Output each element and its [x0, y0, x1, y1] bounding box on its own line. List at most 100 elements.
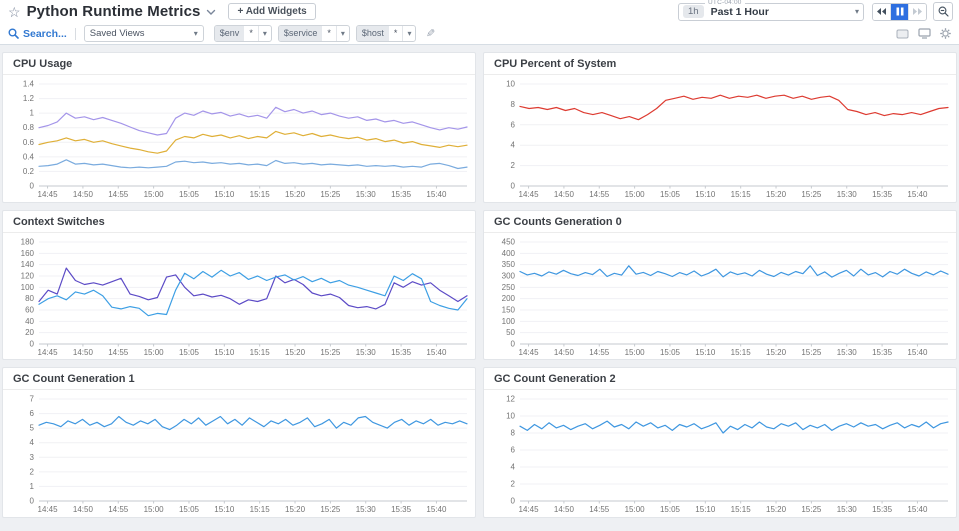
- svg-text:180: 180: [21, 237, 35, 246]
- svg-text:15:35: 15:35: [872, 505, 893, 514]
- zoom-out-button[interactable]: [933, 2, 953, 21]
- fullscreen-icon[interactable]: [896, 29, 909, 39]
- svg-text:15:40: 15:40: [907, 505, 928, 514]
- chart-plot-area[interactable]: 0 50 100 150 200 250 300 350 400 450 14:45 14:50 14:…: [484, 233, 956, 360]
- chart-plot-area[interactable]: 0 2 4 6 8 10 12 14:45 14:50 14:55 15:00 15:05 15:10 1…: [484, 390, 956, 517]
- svg-text:15:15: 15:15: [731, 190, 752, 199]
- svg-text:15:30: 15:30: [356, 190, 377, 199]
- chart-plot-area[interactable]: 0 1 2 3 4 5 6 7 14:45 14:50 14:55 15:00 15:05 15:10 15…: [3, 390, 475, 517]
- svg-text:15:10: 15:10: [695, 190, 716, 199]
- svg-text:14:55: 14:55: [589, 505, 610, 514]
- svg-text:6: 6: [511, 446, 516, 455]
- saved-views-caret-icon: ▾: [193, 28, 198, 38]
- svg-text:14:45: 14:45: [519, 348, 540, 357]
- svg-text:14:50: 14:50: [554, 348, 575, 357]
- svg-text:0: 0: [30, 339, 35, 348]
- svg-text:300: 300: [502, 271, 516, 280]
- svg-text:14:50: 14:50: [73, 505, 94, 514]
- svg-text:15:00: 15:00: [625, 190, 646, 199]
- template-var-value: *: [322, 26, 337, 41]
- chart-plot-area[interactable]: 0 0.2 0.4 0.6 0.8 1 1.2 1.4 14:45 14:50 14:55 15:00…: [3, 75, 475, 202]
- svg-text:15:30: 15:30: [837, 348, 858, 357]
- svg-text:14:45: 14:45: [519, 190, 540, 199]
- time-forward-button[interactable]: [909, 3, 926, 20]
- svg-text:15:10: 15:10: [214, 348, 235, 357]
- favorite-star-icon[interactable]: ☆: [8, 3, 21, 20]
- timeframe-chip: 1h: [683, 5, 704, 18]
- search-input[interactable]: Search...: [8, 28, 67, 40]
- chart-plot-area[interactable]: 0 20 40 60 80 100 120 140 160 180 14:45 14:50 14:55 1…: [3, 233, 475, 360]
- svg-text:15:15: 15:15: [250, 348, 271, 357]
- svg-text:15:35: 15:35: [391, 190, 412, 199]
- search-icon: [8, 28, 19, 39]
- time-backward-button[interactable]: [873, 3, 891, 20]
- time-range-caret-icon: ▾: [854, 6, 859, 16]
- template-var-name: $host: [356, 26, 389, 41]
- divider: [74, 27, 76, 40]
- template-var-host[interactable]: $host * ▾: [355, 25, 417, 42]
- chart-card: GC Count Generation 2 0 2 4 6 8 10 12 14:45 14:50…: [483, 367, 957, 518]
- svg-text:15:05: 15:05: [179, 505, 200, 514]
- svg-text:80: 80: [25, 294, 34, 303]
- template-var-value: *: [244, 26, 259, 41]
- svg-text:15:15: 15:15: [731, 505, 752, 514]
- svg-text:0: 0: [511, 497, 516, 506]
- settings-gear-icon[interactable]: [940, 28, 951, 39]
- svg-text:4: 4: [511, 463, 516, 472]
- svg-text:15:25: 15:25: [801, 190, 822, 199]
- svg-text:15:05: 15:05: [660, 190, 681, 199]
- title-bar: ☆ Python Runtime Metrics + Add Widgets U…: [0, 0, 959, 23]
- template-var-value: *: [389, 26, 404, 41]
- svg-text:12: 12: [506, 395, 515, 404]
- svg-text:14:55: 14:55: [108, 505, 129, 514]
- pause-button[interactable]: [891, 3, 909, 20]
- svg-text:150: 150: [502, 305, 516, 314]
- svg-text:4: 4: [30, 439, 35, 448]
- svg-text:15:15: 15:15: [250, 190, 271, 199]
- chart-card: CPU Usage 0 0.2 0.4 0.6 0.8 1 1.2 1.4 14:45 14:50 1…: [2, 52, 476, 203]
- edit-pencil-icon[interactable]: ✎: [426, 28, 436, 40]
- svg-text:15:20: 15:20: [766, 505, 787, 514]
- svg-text:14:45: 14:45: [38, 190, 59, 199]
- svg-text:15:00: 15:00: [144, 505, 165, 514]
- svg-text:2: 2: [30, 468, 35, 477]
- chart-plot-area[interactable]: 0 2 4 6 8 10 14:45 14:50 14:55 15:00 15:05 15:10 15:…: [484, 75, 956, 202]
- svg-text:100: 100: [502, 316, 516, 325]
- title-chevron-down-icon[interactable]: [206, 9, 216, 16]
- svg-text:120: 120: [21, 271, 35, 280]
- svg-text:15:00: 15:00: [144, 190, 165, 199]
- svg-text:6: 6: [30, 409, 35, 418]
- svg-text:15:10: 15:10: [214, 505, 235, 514]
- svg-text:14:45: 14:45: [38, 505, 59, 514]
- saved-views-label: Saved Views: [89, 28, 145, 39]
- svg-text:15:10: 15:10: [214, 190, 235, 199]
- svg-text:1: 1: [30, 109, 35, 118]
- svg-text:14:50: 14:50: [73, 190, 94, 199]
- svg-text:6: 6: [511, 120, 516, 129]
- svg-text:2: 2: [511, 480, 516, 489]
- tv-mode-icon[interactable]: [918, 28, 931, 39]
- chart-title: Context Switches: [3, 211, 475, 233]
- svg-text:15:35: 15:35: [872, 190, 893, 199]
- svg-text:15:25: 15:25: [320, 190, 341, 199]
- svg-text:15:20: 15:20: [766, 348, 787, 357]
- template-var-service[interactable]: $service * ▾: [277, 25, 350, 42]
- svg-text:14:55: 14:55: [108, 348, 129, 357]
- template-var-env[interactable]: $env * ▾: [213, 25, 272, 42]
- svg-text:1: 1: [30, 482, 35, 491]
- dashboard-tools: [896, 28, 951, 39]
- svg-text:15:40: 15:40: [907, 190, 928, 199]
- template-var-caret-icon: ▾: [407, 28, 412, 38]
- time-range-select[interactable]: UTC-04:00 1h Past 1 Hour ▾: [678, 0, 864, 21]
- svg-text:0: 0: [30, 497, 35, 506]
- svg-text:10: 10: [506, 412, 515, 421]
- saved-views-select[interactable]: Saved Views ▾: [83, 25, 204, 42]
- svg-text:7: 7: [30, 395, 35, 404]
- dashboard-header: ☆ Python Runtime Metrics + Add Widgets U…: [0, 0, 959, 45]
- add-widgets-button[interactable]: + Add Widgets: [228, 3, 316, 20]
- svg-text:1.2: 1.2: [23, 94, 35, 103]
- svg-text:15:00: 15:00: [625, 348, 646, 357]
- template-var-caret-icon: ▾: [262, 28, 267, 38]
- charts-grid: CPU Usage 0 0.2 0.4 0.6 0.8 1 1.2 1.4 14:45 14:50 1…: [0, 45, 959, 521]
- filter-bar: Search... Saved Views ▾ $env * ▾ $servic…: [0, 23, 959, 44]
